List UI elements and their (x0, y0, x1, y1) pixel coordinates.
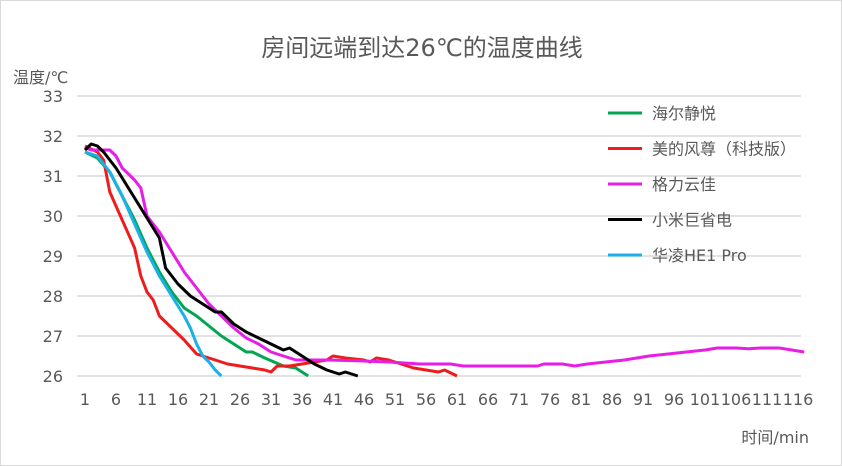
x-tick-label: 1 (80, 390, 90, 409)
x-tick-label: 111 (752, 390, 783, 409)
x-tick-label: 6 (111, 390, 121, 409)
y-tick-label: 33 (43, 87, 63, 106)
legend-label: 小米巨省电 (652, 211, 732, 230)
x-tick-label: 76 (540, 390, 560, 409)
legend-label: 美的风尊（科技版） (652, 140, 796, 159)
x-tick-label: 51 (385, 390, 405, 409)
series-line-3 (83, 142, 359, 378)
x-tick-label: 101 (690, 390, 721, 409)
x-tick-label: 36 (292, 390, 312, 409)
x-tick-label: 41 (323, 390, 343, 409)
y-axis-label: 温度/℃ (13, 68, 68, 87)
x-tick-label: 81 (571, 390, 591, 409)
x-tick-label: 46 (354, 390, 374, 409)
x-tick-label: 106 (721, 390, 752, 409)
x-tick-label: 96 (664, 390, 684, 409)
x-tick-label: 31 (261, 390, 281, 409)
x-tick-label: 26 (230, 390, 250, 409)
x-tick-label: 11 (137, 390, 157, 409)
x-tick-label: 56 (416, 390, 436, 409)
x-tick-label: 16 (168, 390, 188, 409)
series-line-2 (84, 146, 805, 368)
y-tick-label: 30 (43, 207, 63, 226)
y-tick-label: 32 (43, 127, 63, 146)
x-tick-label: 66 (478, 390, 498, 409)
y-tick-label: 28 (43, 287, 63, 306)
x-tick-label: 71 (509, 390, 529, 409)
x-axis-label: 时间/min (741, 428, 809, 447)
series-line-1 (84, 144, 458, 378)
y-tick-label: 26 (43, 367, 63, 386)
legend-label: 格力云佳 (652, 175, 716, 194)
chart-title: 房间远端到达26℃的温度曲线 (261, 34, 583, 62)
legend-label: 海尔静悦 (652, 104, 716, 123)
x-tick-label: 116 (783, 390, 814, 409)
y-tick-label: 27 (43, 327, 63, 346)
legend-label: 华凌HE1 Pro (652, 246, 747, 265)
y-tick-label: 29 (43, 247, 63, 266)
x-tick-label: 61 (447, 390, 467, 409)
x-tick-label: 91 (633, 390, 653, 409)
y-tick-label: 31 (43, 167, 63, 186)
series-line-4 (84, 150, 223, 378)
x-tick-label: 21 (199, 390, 219, 409)
x-tick-label: 86 (602, 390, 622, 409)
